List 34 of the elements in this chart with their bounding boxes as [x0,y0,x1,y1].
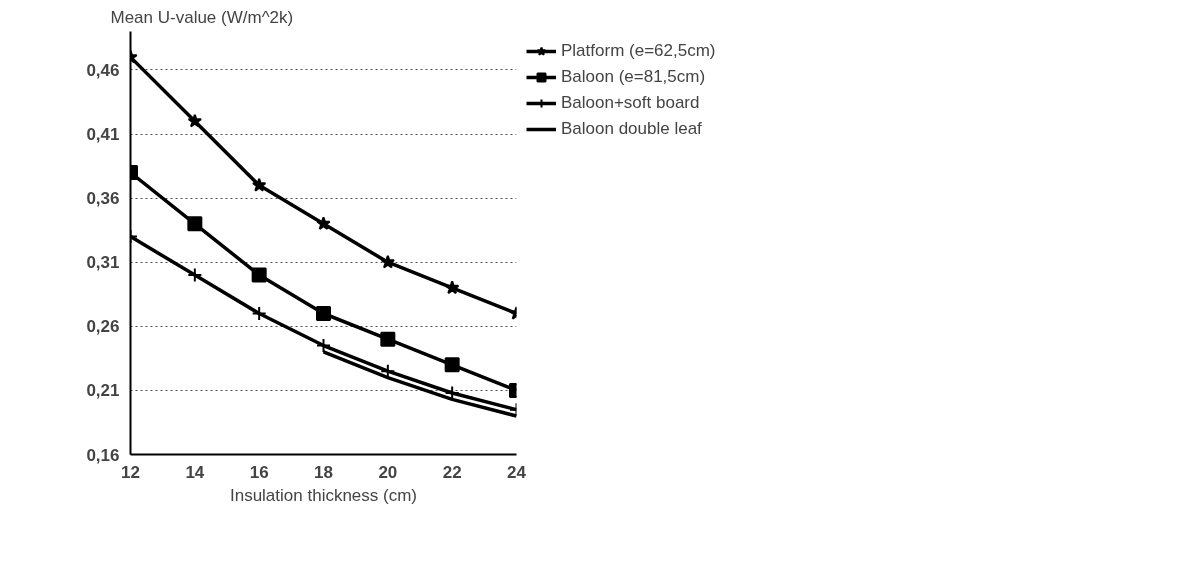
point [316,338,331,354]
point [251,177,267,192]
legend-label: Platform (e=62,5cm) [561,41,716,61]
x-tick-label: 22 [442,462,462,482]
point [187,216,203,232]
x-tick-label: 14 [185,462,205,482]
y-tick-label: 0,26 [86,317,120,337]
x-tick-label: 12 [121,462,140,482]
point [444,357,460,373]
y-tick-label: 0,31 [86,253,120,273]
x-axis-title: Insulation thickness (cm) [229,485,418,505]
y-tick-label: 0,36 [86,189,120,209]
point [251,306,267,321]
legend-label: Baloon double leaf [561,119,702,139]
y-tick-label: 0,41 [86,125,120,145]
y-axis-title: Mean U-value (W/m^2k) [110,7,294,27]
point [251,267,267,283]
point [187,267,203,283]
x-tick-label: 24 [507,462,527,482]
point [380,331,396,347]
point [187,113,203,128]
y-tick-label: 0,46 [86,60,120,80]
point [316,216,331,231]
x-tick-label: 16 [249,462,269,482]
x-tick-label: 18 [314,462,333,482]
point [316,306,331,321]
point [380,363,396,379]
legend-label: Baloon (e=81,5cm) [561,67,706,87]
point [444,280,460,295]
x-tick-label: 20 [378,462,398,482]
y-tick-label: 0,16 [86,445,120,465]
y-tick-label: 0,21 [86,381,120,401]
point [380,254,396,269]
legend-label: Baloon+soft board [561,93,700,113]
